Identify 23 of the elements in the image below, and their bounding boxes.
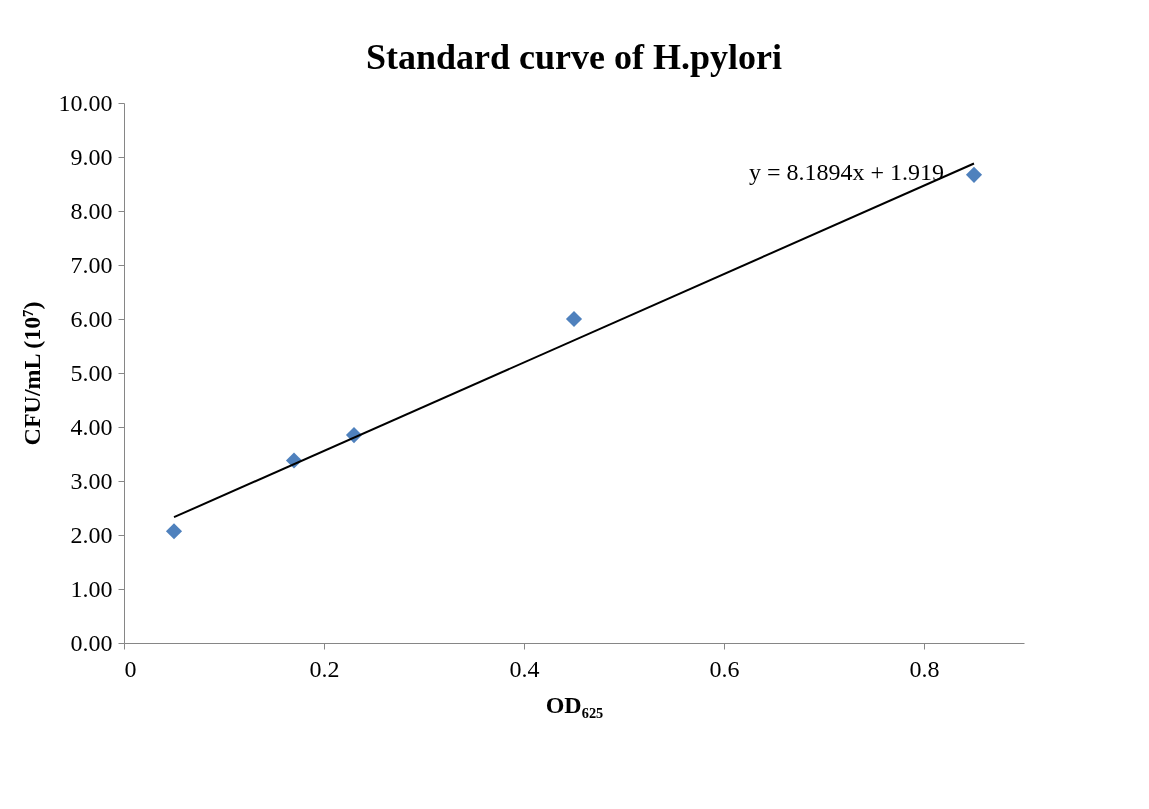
x-tick-label: 0.8 <box>909 655 940 682</box>
y-tick-label: 4.00 <box>70 413 113 440</box>
chart-title: Standard curve of H.pylori <box>365 37 783 77</box>
x-tick-label: 0.6 <box>709 655 740 682</box>
y-tick-label: 0.00 <box>70 629 113 656</box>
point <box>965 166 983 183</box>
x-tick-label: 0.2 <box>309 655 340 682</box>
point <box>565 310 583 328</box>
y-tick-label: 1.00 <box>70 575 113 602</box>
x-tick-label: 0.4 <box>509 655 540 682</box>
y-tick-label: 10.00 <box>58 89 113 116</box>
y-tick-label: 7.00 <box>70 251 113 278</box>
y-tick-label: 3.00 <box>70 467 113 494</box>
annotation: y = 8.1894x + 1.919 <box>748 159 944 185</box>
point <box>165 523 183 540</box>
y-tick-label: 9.00 <box>70 143 113 170</box>
y-tick-label: 2.00 <box>70 521 113 548</box>
y-axis-title: CFU/mL (10⁷) <box>18 301 45 446</box>
x-tick-label: 0 <box>124 655 137 682</box>
y-tick-label: 6.00 <box>70 305 113 332</box>
y-tick-label: 5.00 <box>70 359 113 386</box>
y-tick-label: 8.00 <box>70 197 113 224</box>
x-axis-title: OD₆₂₅ <box>545 691 604 718</box>
